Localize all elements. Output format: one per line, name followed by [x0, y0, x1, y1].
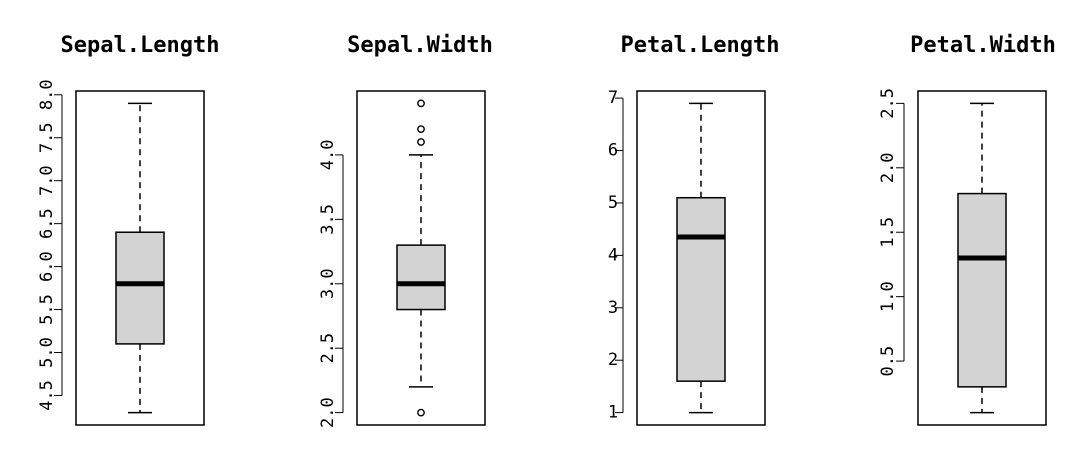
plot-frame [917, 90, 1047, 426]
y-tick-label: 1.5 [878, 217, 898, 248]
y-tick-label: 4.5 [37, 380, 57, 411]
boxplot-panel-sepal-width: Sepal.Width 2.0 2.5 3.0 3.5 4.0 [318, 33, 493, 428]
y-tick-label: 7.0 [37, 165, 57, 196]
boxplot-panel-petal-length: Petal.Length 1 2 3 4 5 6 7 [608, 33, 780, 426]
y-tick-label: 7.5 [37, 122, 57, 153]
y-tick-label: 3.0 [318, 268, 338, 299]
y-tick-label: 5.0 [37, 337, 57, 368]
y-tick-label: 5.5 [37, 294, 57, 325]
outlier-point [417, 408, 425, 417]
panel-title: Petal.Length [621, 33, 780, 58]
y-tick-label: 1 [608, 403, 618, 423]
iqr-box [676, 196, 726, 382]
panel-title: Sepal.Width [347, 33, 493, 58]
iqr-box [396, 244, 446, 311]
y-tick-label: 5 [608, 193, 618, 213]
y-tick-label: 2.0 [878, 152, 898, 183]
iqr-box [957, 192, 1007, 388]
plot-frame [356, 90, 486, 426]
y-tick-label: 2.0 [318, 397, 338, 428]
panel-title: Sepal.Length [61, 33, 220, 58]
panel-title: Petal.Width [910, 33, 1056, 58]
y-tick-label: 2 [608, 350, 618, 370]
y-tick-label: 7 [608, 88, 618, 108]
boxplot-panel-petal-width: Petal.Width 0.5 1.0 1.5 2.0 2.5 [878, 33, 1056, 426]
y-tick-label: 2.5 [878, 88, 898, 119]
y-tick-label: 3 [608, 298, 618, 318]
outlier-point [417, 99, 425, 108]
y-tick-label: 3.5 [318, 204, 338, 235]
y-tick-label: 0.5 [878, 346, 898, 377]
y-tick-label: 6 [608, 141, 618, 161]
plot-frame [75, 90, 205, 426]
boxplot-panel-sepal-length: Sepal.Length 4.5 5.0 5.5 6.0 6.5 7.0 7.5 8.0 [37, 33, 220, 426]
y-tick-label: 4.0 [318, 140, 338, 171]
y-tick-label: 6.5 [37, 208, 57, 239]
y-tick-label: 1.0 [878, 281, 898, 312]
outlier-point [417, 138, 425, 146]
y-tick-label: 2.5 [318, 333, 338, 364]
outlier-point [417, 125, 425, 134]
plot-frame [636, 90, 766, 426]
y-tick-label: 4 [608, 245, 618, 265]
iqr-box [115, 231, 165, 345]
y-tick-label: 6.0 [37, 251, 57, 282]
y-tick-label: 8.0 [37, 79, 57, 110]
